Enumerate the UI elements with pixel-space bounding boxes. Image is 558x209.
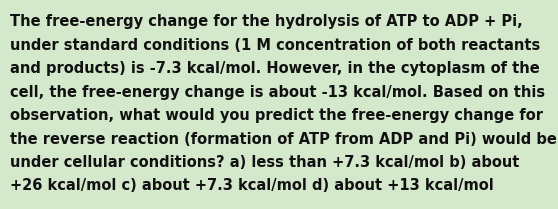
Text: under cellular conditions? a) less than +7.3 kcal/mol b) about: under cellular conditions? a) less than …: [10, 155, 519, 170]
Text: under standard conditions (1 M concentration of both reactants: under standard conditions (1 M concentra…: [10, 37, 540, 52]
Text: observation, what would you predict the free-energy change for: observation, what would you predict the …: [10, 108, 543, 123]
Text: The free-energy change for the hydrolysis of ATP to ADP + Pi,: The free-energy change for the hydrolysi…: [10, 14, 523, 29]
Text: cell, the free-energy change is about -13 kcal/mol. Based on this: cell, the free-energy change is about -1…: [10, 84, 545, 99]
Text: the reverse reaction (formation of ATP from ADP and Pi) would be: the reverse reaction (formation of ATP f…: [10, 131, 557, 147]
Text: and products) is -7.3 kcal/mol. However, in the cytoplasm of the: and products) is -7.3 kcal/mol. However,…: [10, 61, 540, 76]
Text: +26 kcal/mol c) about +7.3 kcal/mol d) about +13 kcal/mol: +26 kcal/mol c) about +7.3 kcal/mol d) a…: [10, 178, 494, 194]
